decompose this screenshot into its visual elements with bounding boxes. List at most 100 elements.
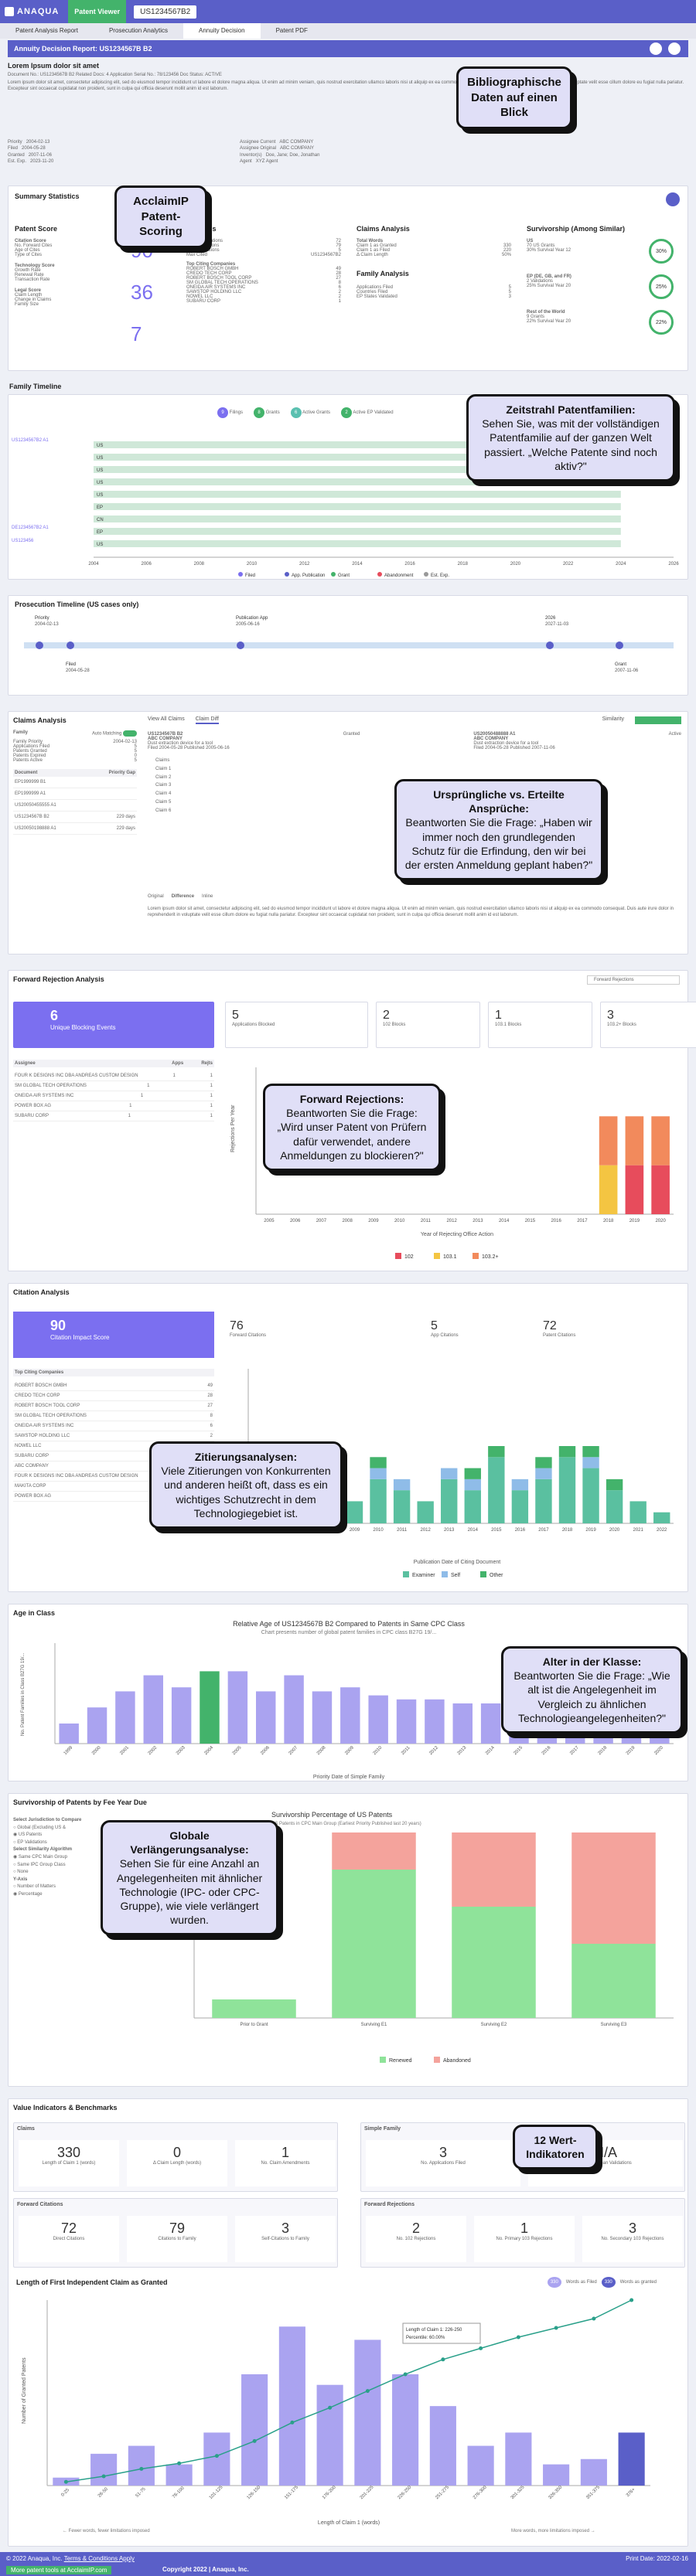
doc-list: EP1999999 B1 EP1999999 A1 US20050455555 A1… xyxy=(13,777,137,835)
x-tick-label: 2018 xyxy=(562,1528,573,1533)
footer: © 2022 Anaqua, Inc. Terms & Conditions A… xyxy=(0,2552,696,2576)
help-icon[interactable] xyxy=(666,192,680,206)
radio-option[interactable]: ◉ xyxy=(13,1891,19,1897)
radio-option[interactable]: ○ xyxy=(13,1862,18,1867)
x-tick-label: Surviving E1 xyxy=(361,2023,387,2027)
radio-option[interactable]: ○ xyxy=(13,1825,18,1830)
family-bottom-legend-label: Est. Exp. xyxy=(431,573,449,578)
ca-stat: 76 Forward Citations xyxy=(230,1319,267,1338)
radio-option[interactable]: ◉ xyxy=(13,1832,19,1838)
claim-item[interactable]: Claim 4 xyxy=(155,791,172,797)
claim-item[interactable]: Claim 2 xyxy=(155,774,172,780)
fr-filter-select[interactable]: Forward Rejections xyxy=(587,975,680,985)
radio-option[interactable]: ○ xyxy=(13,1884,18,1890)
percentile-point xyxy=(328,2405,333,2410)
bar xyxy=(505,2432,532,2486)
family-row-label: US xyxy=(97,444,103,448)
vi-card: Forward Rejections 2 No. 102 Rejections 1 No… xyxy=(360,2198,685,2268)
more-tools-link[interactable]: More patent tools at AcclaimIP.com xyxy=(6,2566,112,2574)
ca-top-row: ONEIDA AIR SYSTEMS INC 6 xyxy=(13,1421,214,1431)
x-tick-label: 2016 xyxy=(541,1745,552,1756)
doc-dates: Priority 2004-02-13 Filed 2004-05-28 Gra… xyxy=(8,140,54,165)
home-icon[interactable] xyxy=(5,7,14,16)
bar xyxy=(332,1832,416,1870)
claims-analysis-panel: Claims Analysis Total Words Claim 1 as G… xyxy=(357,225,511,299)
vi-item: 3 No. Secondary 103 Rejections xyxy=(582,2216,683,2262)
surv-legend-swatch xyxy=(434,2057,440,2063)
tab-original[interactable]: Original xyxy=(148,894,164,899)
bar xyxy=(467,2445,494,2486)
family-row-label: US xyxy=(97,543,103,547)
survivorship-group: Rest of the World 9 Grants 22% Survival Ye… xyxy=(527,310,681,339)
tab-inline[interactable]: Inline xyxy=(202,894,213,899)
bar xyxy=(571,1832,656,1944)
patent-number-field[interactable]: US1234567B2 xyxy=(134,5,197,19)
bar xyxy=(651,1165,670,1214)
x-tick-label: 2019 xyxy=(585,1528,596,1533)
tab-claim-diff[interactable]: Claim Diff xyxy=(195,716,219,724)
brand-logo: ANAQUA xyxy=(17,7,60,16)
tab-view-all-claims[interactable]: View All Claims xyxy=(148,716,185,722)
x-tick-label: 2015 xyxy=(525,1219,536,1223)
fr-legend-label: 102 xyxy=(404,1254,414,1260)
doc-meta: Document No.: US1234567B B2 Related Docs… xyxy=(8,73,222,77)
x-tick-label: 251-275 xyxy=(435,2485,450,2500)
surv-chart-title: Survivorship Percentage of US Patents xyxy=(271,1811,393,1819)
claim-item[interactable]: Claim 6 xyxy=(155,808,172,813)
claim-item[interactable]: Claims xyxy=(155,758,170,763)
claim-item[interactable]: Claim 1 xyxy=(155,766,172,771)
percentile-point xyxy=(252,2438,257,2443)
claim-item[interactable]: Claim 3 xyxy=(155,783,172,788)
family-stat-row: Family Priority 2004-02-13 xyxy=(13,740,137,744)
callout-age: Alter in der Klasse: Beantworten Sie die … xyxy=(501,1646,683,1734)
bar xyxy=(606,1479,623,1491)
tab-patent-pdf[interactable]: Patent PDF xyxy=(275,27,308,34)
tab-annuity-decision[interactable]: Annuity Decision xyxy=(183,23,261,39)
family-stat-row: Patents Expired 0 xyxy=(13,754,137,758)
x-tick-label: Prior to Grant xyxy=(240,2023,268,2027)
claims-family-box: Family Auto Matching Family Priority 2004-… xyxy=(13,730,137,835)
fr-stat-card: 3 103.2+ Blocks xyxy=(600,1002,696,1048)
x-tick-label: 2010 xyxy=(394,1219,405,1223)
doc-row: EP1999999 B1 xyxy=(13,777,137,788)
pdf-icon[interactable] xyxy=(668,43,681,55)
family-bottom-legend-marker xyxy=(331,572,336,577)
x-tick-label: 2020 xyxy=(609,1528,620,1533)
radio-option[interactable]: ○ xyxy=(13,1870,18,1875)
percentile-point xyxy=(177,2461,182,2465)
print-icon[interactable] xyxy=(650,43,662,55)
vi-item: 1 No. Primary 103 Rejections xyxy=(474,2216,575,2262)
percentile-line xyxy=(66,2299,632,2482)
prosecution-event-date: 2004-05-28 xyxy=(66,669,90,673)
age-ylabel: No. Patent Families in Class B27G 19/... xyxy=(21,1652,26,1736)
radio-option[interactable]: ◉ xyxy=(13,1854,19,1860)
x-tick-label: 2013 xyxy=(444,1528,455,1533)
x-tick-label: 2011 xyxy=(421,1219,432,1223)
bar xyxy=(606,1490,623,1523)
ca-stat: 5 App Citations xyxy=(431,1319,459,1338)
family-row-label: US xyxy=(97,493,103,498)
summary-title: Summary Statistics xyxy=(15,192,80,200)
terms-link[interactable]: Terms & Conditions Apply xyxy=(63,2555,135,2562)
tab-prosecution[interactable]: Prosecution Analytics xyxy=(108,27,168,34)
bar xyxy=(417,1501,434,1523)
bar xyxy=(59,1724,79,1744)
bar xyxy=(535,1468,552,1479)
radio-option[interactable]: ○ xyxy=(13,1839,18,1845)
survivorship-title: Survivorship (Among Similar) xyxy=(527,225,626,233)
tab-patent-analysis[interactable]: Patent Analysis Report xyxy=(15,27,78,34)
bar xyxy=(618,2432,645,2486)
percentile-point xyxy=(403,2372,408,2377)
claim-item[interactable]: Claim 5 xyxy=(155,799,172,805)
bar xyxy=(429,2406,456,2486)
bar xyxy=(580,2459,607,2486)
auto-matching-toggle[interactable] xyxy=(123,730,137,737)
bar xyxy=(651,1116,670,1165)
prosecution-event-label: 2026 xyxy=(545,616,556,621)
tab-difference[interactable]: Difference xyxy=(171,894,195,899)
family-bottom-legend-marker xyxy=(238,572,243,577)
family-row-label: US xyxy=(97,468,103,473)
technology-score-label: Technology Score xyxy=(15,264,55,268)
prosecution-event-date: 2007-11-06 xyxy=(615,669,639,673)
